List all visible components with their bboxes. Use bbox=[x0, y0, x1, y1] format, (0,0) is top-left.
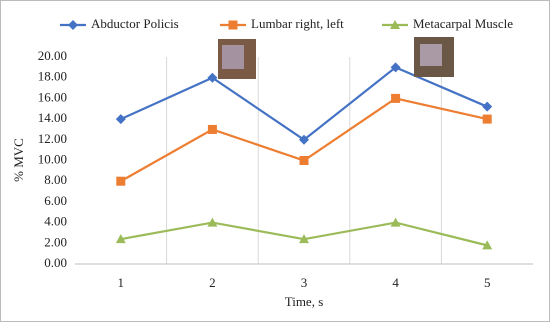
y-tick-label: 8.00 bbox=[44, 172, 67, 187]
y-tick-label: 16.00 bbox=[38, 89, 67, 104]
x-tick-label: 3 bbox=[301, 275, 308, 290]
y-axis-label: % MVC bbox=[11, 138, 26, 182]
legend-marker bbox=[68, 20, 78, 30]
y-tick-label: 6.00 bbox=[44, 193, 67, 208]
marker bbox=[391, 93, 401, 103]
legend-label: Abductor Policis bbox=[91, 16, 179, 31]
y-tick-label: 12.00 bbox=[38, 131, 67, 146]
photo-inset-detail bbox=[222, 45, 244, 69]
y-tick-label: 20.00 bbox=[38, 48, 67, 63]
marker bbox=[116, 176, 126, 186]
marker bbox=[390, 62, 401, 73]
marker bbox=[207, 124, 217, 134]
y-tick-label: 18.00 bbox=[38, 69, 67, 84]
x-tick-label: 1 bbox=[118, 275, 125, 290]
marker bbox=[390, 217, 401, 227]
marker bbox=[115, 234, 126, 244]
marker bbox=[207, 72, 218, 83]
marker bbox=[207, 217, 218, 227]
y-tick-label: 14.00 bbox=[38, 110, 67, 125]
legend-marker bbox=[390, 20, 400, 29]
y-tick-label: 2.00 bbox=[44, 234, 67, 249]
marker bbox=[482, 240, 493, 250]
x-tick-label: 4 bbox=[392, 275, 399, 290]
marker bbox=[299, 134, 309, 145]
legend-marker bbox=[228, 20, 238, 30]
photo-inset-detail bbox=[420, 44, 442, 66]
marker bbox=[482, 101, 493, 112]
y-tick-label: 4.00 bbox=[44, 214, 67, 229]
marker bbox=[115, 114, 126, 125]
x-tick-label: 5 bbox=[484, 275, 491, 290]
marker bbox=[299, 156, 309, 165]
y-tick-label: 0.00 bbox=[44, 255, 67, 270]
x-axis-label: Time, s bbox=[285, 294, 324, 309]
marker bbox=[299, 234, 309, 244]
legend-label: Lumbar right, left bbox=[251, 16, 344, 31]
marker bbox=[482, 114, 492, 124]
x-tick-label: 2 bbox=[209, 275, 216, 290]
y-tick-label: 10.00 bbox=[38, 151, 67, 166]
legend-label: Metacarpal Muscle bbox=[413, 16, 513, 31]
